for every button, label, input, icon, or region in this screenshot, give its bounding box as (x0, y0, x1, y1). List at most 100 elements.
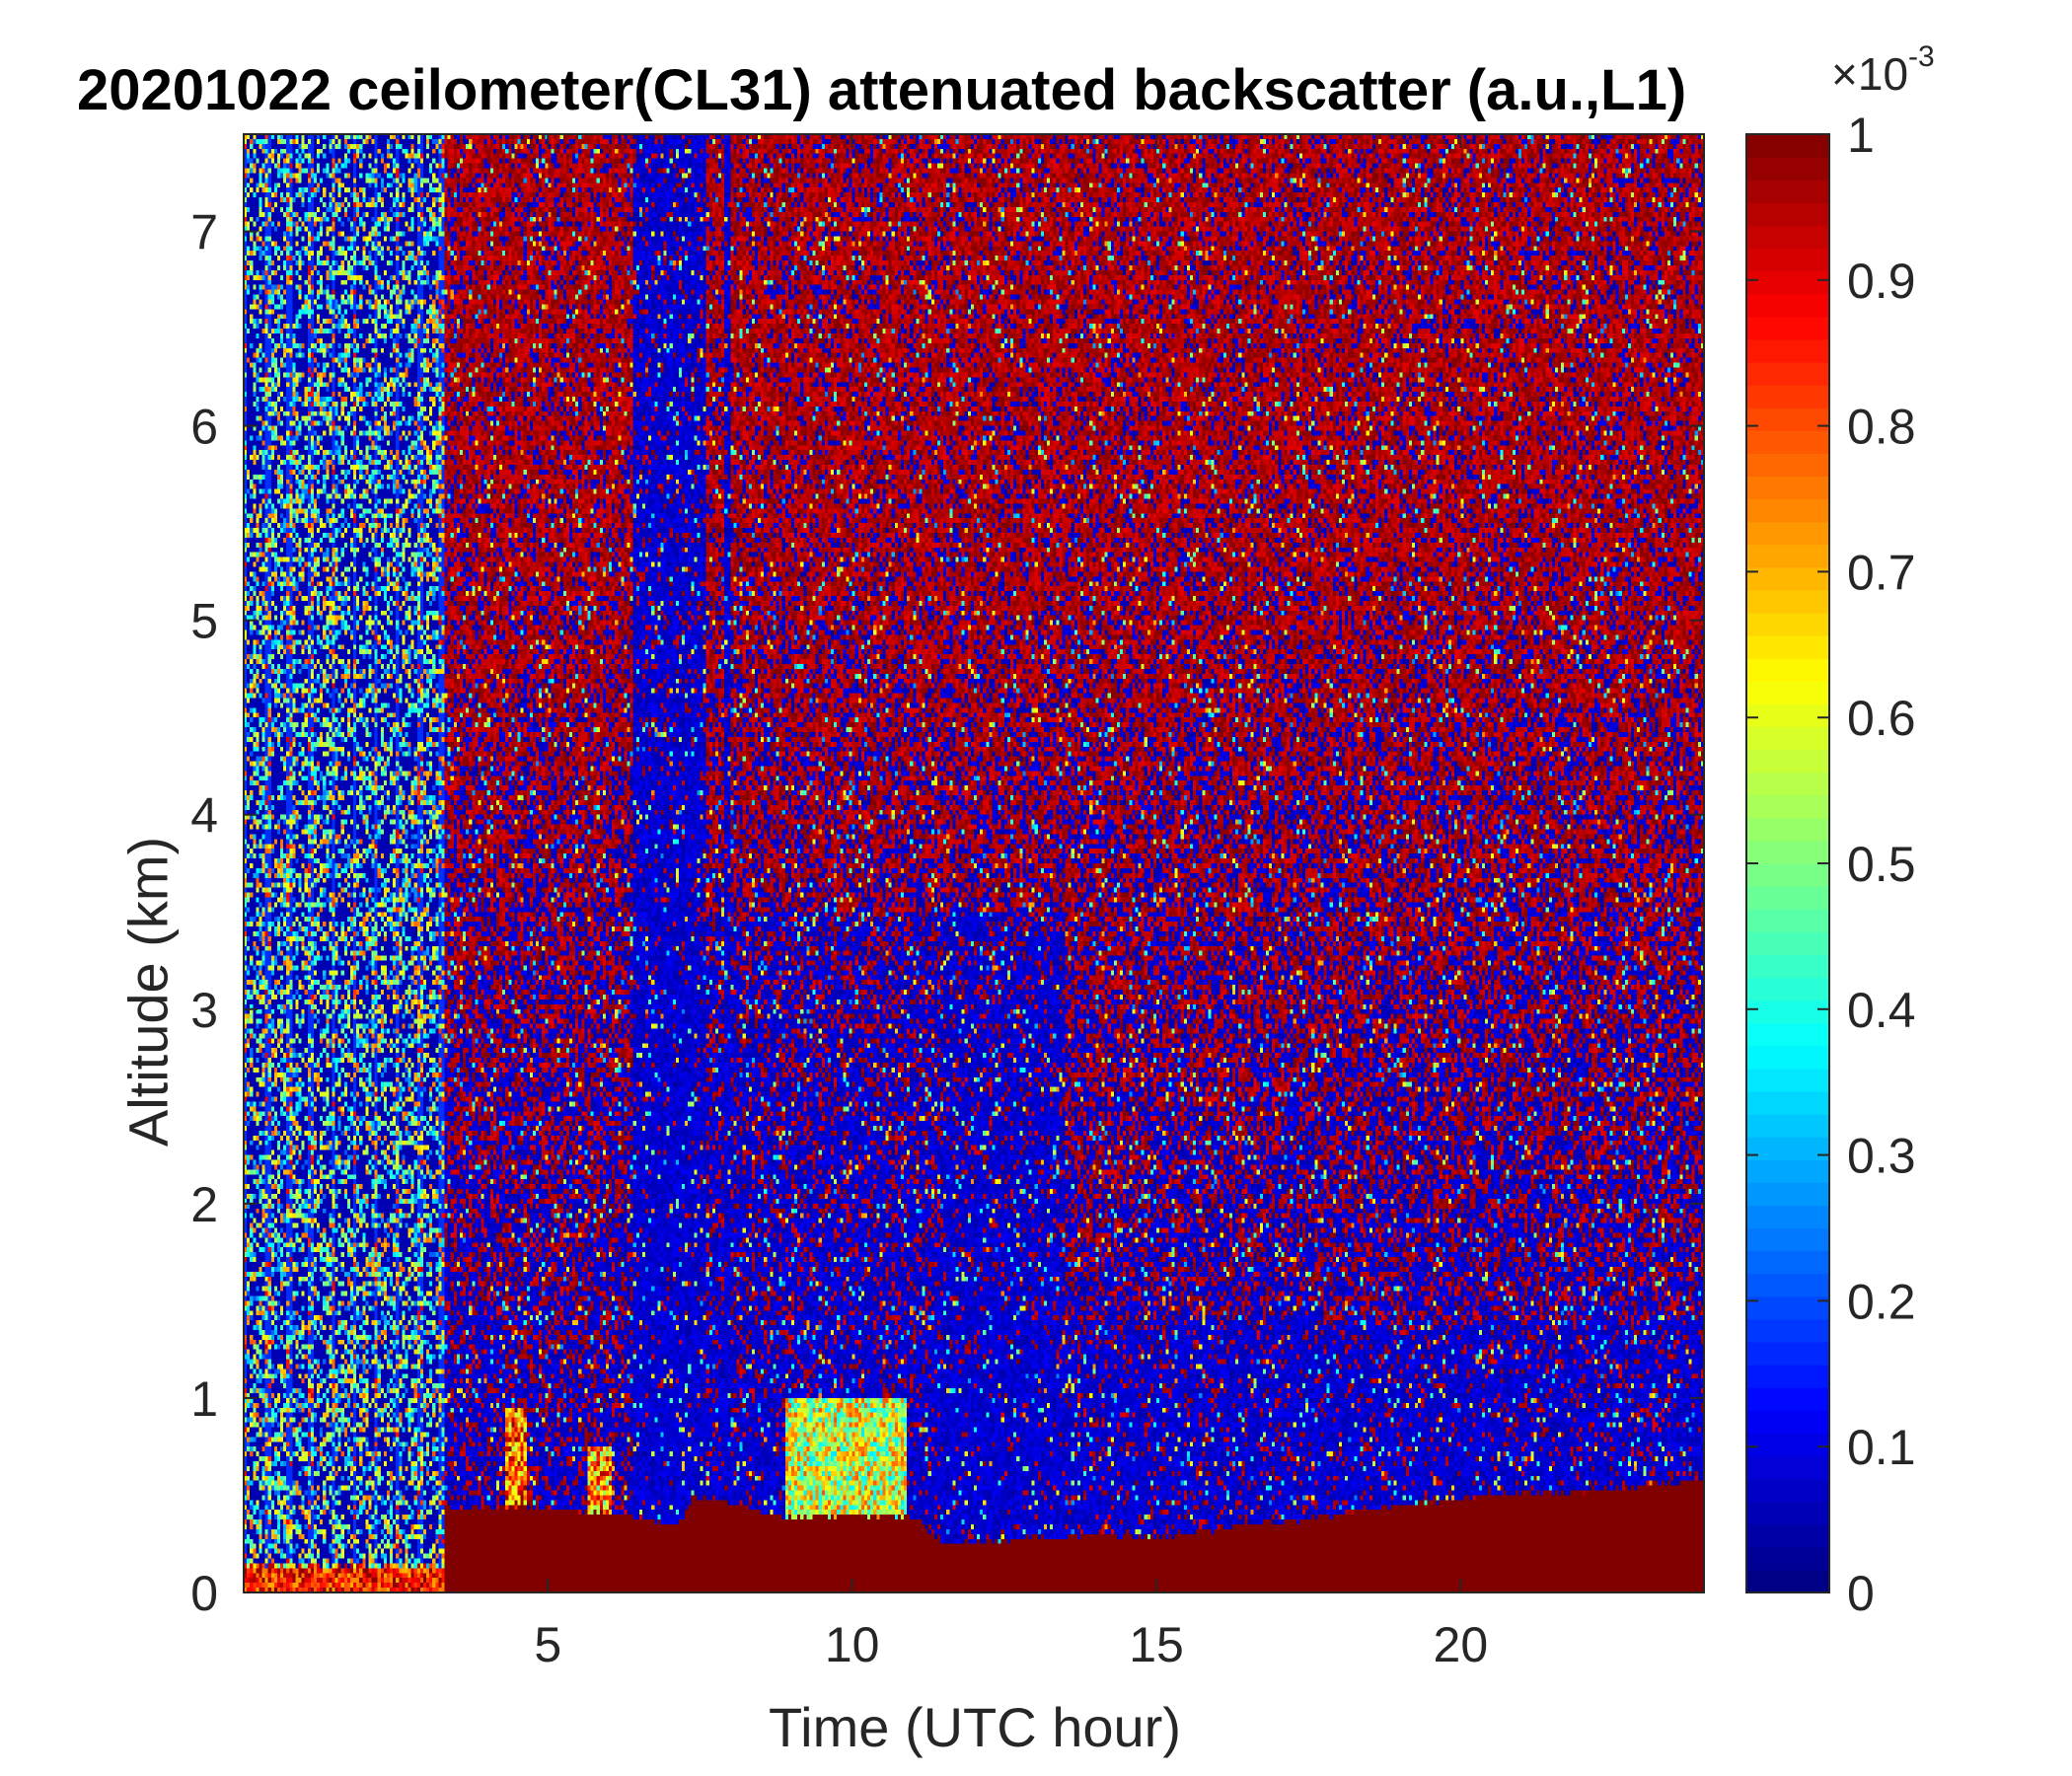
colorbar-swatch (1746, 385, 1829, 408)
colorbar-swatch (1746, 1478, 1829, 1503)
colorbar-swatch (1746, 316, 1829, 340)
colorbar-swatch (1746, 817, 1829, 842)
colorbar-swatch (1746, 521, 1829, 546)
colorbar-swatch (1746, 544, 1829, 568)
colorbar-swatch (1746, 566, 1829, 591)
colorbar-swatch (1746, 840, 1829, 864)
colorbar-swatch (1746, 794, 1829, 819)
plot-frame (243, 133, 1705, 1593)
colorbar-swatch (1746, 1569, 1829, 1593)
colorbar-swatch (1746, 999, 1829, 1024)
colorbar-swatch (1746, 1068, 1829, 1092)
colorbar-swatch (1746, 248, 1829, 272)
x-tick-label: 15 (1129, 1617, 1184, 1672)
colorbar-swatch (1746, 498, 1829, 523)
colorbar-swatch (1746, 1090, 1829, 1115)
colorbar-swatch (1746, 1433, 1829, 1457)
colorbar-tick-label: 0.5 (1847, 837, 1916, 892)
colorbar-swatch (1746, 1318, 1829, 1343)
y-tick-label: 4 (190, 788, 218, 844)
colorbar-swatch (1746, 1182, 1829, 1207)
colorbar-swatch (1746, 681, 1829, 704)
colorbar-tick-label: 0.6 (1847, 691, 1916, 746)
colorbar-swatch (1746, 1523, 1829, 1548)
colorbar-swatch (1746, 476, 1829, 500)
y-axis-label: Altitude (km) (116, 836, 180, 1147)
colorbar-multiplier: ×10-3 (1831, 40, 1935, 101)
colorbar-swatch (1746, 1501, 1829, 1525)
colorbar-swatch (1746, 749, 1829, 774)
x-tick-label: 20 (1434, 1617, 1489, 1672)
colorbar-tick-label: 0.8 (1847, 400, 1916, 455)
colorbar-swatch (1746, 202, 1829, 226)
colorbar-tick-label: 0.3 (1847, 1129, 1916, 1184)
colorbar-swatch (1746, 453, 1829, 478)
colorbar-swatch (1746, 293, 1829, 318)
colorbar-swatch (1746, 1159, 1829, 1183)
x-axis-label: Time (UTC hour) (769, 1696, 1181, 1758)
colorbar-swatch (1746, 931, 1829, 955)
colorbar-swatch (1746, 772, 1829, 796)
colorbar-swatch (1746, 225, 1829, 250)
colorbar-multiplier-exponent: -3 (1908, 39, 1935, 73)
colorbar-multiplier-base: ×10 (1831, 48, 1909, 100)
colorbar-swatch (1746, 1546, 1829, 1571)
colorbar-swatch (1746, 1341, 1829, 1366)
colorbar-swatch (1746, 1045, 1829, 1070)
colorbar-swatch (1746, 1273, 1829, 1297)
colorbar-swatch (1746, 863, 1829, 887)
colorbar-swatch (1746, 1137, 1829, 1160)
x-tick-label: 10 (825, 1617, 880, 1672)
colorbar-swatch (1746, 361, 1829, 386)
colorbar-swatch (1746, 977, 1829, 1001)
colorbar-swatch (1746, 430, 1829, 454)
colorbar-tick-label: 0 (1847, 1566, 1875, 1621)
colorbar-swatch (1746, 635, 1829, 659)
colorbar-swatch (1746, 909, 1829, 932)
colorbar-swatch (1746, 1250, 1829, 1275)
colorbar-swatch (1746, 338, 1829, 363)
y-tick-label: 0 (190, 1566, 218, 1621)
colorbar-swatch (1746, 180, 1829, 203)
colorbar-tick-label: 1 (1847, 108, 1875, 163)
colorbar-swatch (1746, 1114, 1829, 1138)
colorbar-swatch (1746, 1022, 1829, 1047)
colorbar-tick-label: 0.1 (1847, 1420, 1916, 1475)
colorbar-swatch (1746, 1295, 1829, 1320)
colorbar-tick-label: 0.9 (1847, 254, 1916, 309)
colorbar-swatch (1746, 1387, 1829, 1411)
colorbar-swatch (1746, 954, 1829, 979)
colorbar-swatch (1746, 1205, 1829, 1229)
colorbar-swatch (1746, 726, 1829, 751)
colorbar-swatch (1746, 589, 1829, 614)
colorbar-tick-label: 0.2 (1847, 1274, 1916, 1329)
colorbar-swatch (1746, 134, 1829, 158)
colorbar-swatch (1746, 658, 1829, 682)
y-tick-label: 1 (190, 1371, 218, 1427)
y-tick-label: 3 (190, 983, 218, 1038)
colorbar-swatch (1746, 157, 1829, 181)
colorbar-swatch (1746, 407, 1829, 431)
y-tick-label: 2 (190, 1177, 218, 1232)
colorbar-swatch (1746, 886, 1829, 910)
colorbar-tick-label: 0.4 (1847, 983, 1916, 1038)
colorbar-tick-label: 0.7 (1847, 545, 1916, 600)
y-tick-label: 6 (190, 400, 218, 455)
y-axis: 0 1 2 3 4 5 6 7 (190, 205, 1704, 1621)
colorbar-swatch (1746, 1365, 1829, 1388)
y-tick-label: 7 (190, 205, 218, 260)
y-tick-label: 5 (190, 594, 218, 649)
colorbar-swatch (1746, 1227, 1829, 1252)
colorbar-swatch (1746, 612, 1829, 636)
colorbar-swatch (1746, 1455, 1829, 1480)
heatmap-raster (244, 134, 1704, 1592)
chart-title: 20201022 ceilometer(CL31) attenuated bac… (77, 58, 1687, 122)
x-axis: 5 10 15 20 (534, 134, 1488, 1672)
colorbar-swatch (1746, 270, 1829, 295)
x-tick-label: 5 (534, 1617, 561, 1672)
colorbar-swatch (1746, 703, 1829, 728)
colorbar-swatch (1746, 1410, 1829, 1434)
colorbar: 0 0.1 0.2 0.3 0.4 0.5 0.6 0.7 0.8 0.9 1 (1745, 108, 1916, 1621)
plot-area (243, 133, 1705, 1593)
